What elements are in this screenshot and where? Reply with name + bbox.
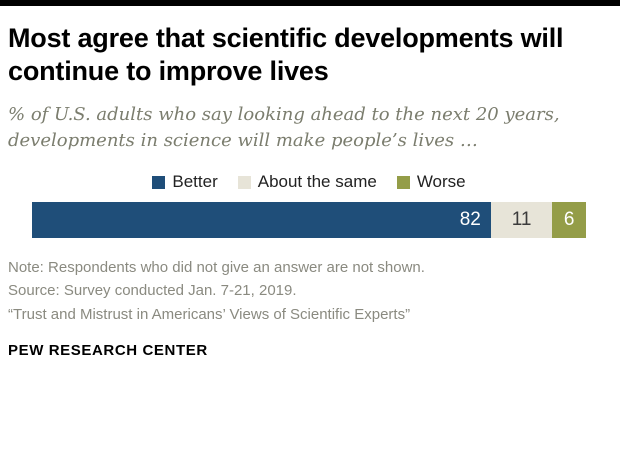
footnotes: Note: Respondents who did not give an an…: [8, 256, 612, 326]
pew-research-center-wordmark: PEW RESEARCH CENTER: [8, 341, 208, 359]
legend-item-worse: Worse: [396, 172, 466, 192]
legend: Better About the same Worse: [32, 172, 586, 192]
legend-item-about-the-same: About the same: [237, 172, 377, 192]
legend-label-about-the-same: About the same: [257, 172, 377, 192]
bar-value-better: 82: [459, 209, 481, 231]
report-title-line: “Trust and Mistrust in Americans’ Views …: [8, 305, 411, 323]
bar-segment-about-the-same: 11: [490, 202, 553, 239]
legend-label-better: Better: [172, 172, 218, 192]
legend-item-better: Better: [152, 172, 218, 192]
chart-title: Most agree that scientific developments …: [8, 23, 564, 86]
content: Most agree that scientific developments …: [0, 6, 620, 359]
source-line: Source: Survey conducted Jan. 7-21, 2019…: [8, 282, 297, 300]
bar-segment-worse: 6: [552, 202, 586, 239]
top-rule: [0, 0, 620, 6]
chart-subtitle: % of U.S. adults who say looking ahead t…: [8, 103, 560, 151]
legend-swatch-better: [152, 175, 166, 189]
legend-swatch-about-the-same: [237, 175, 251, 189]
bar-value-about-the-same: 11: [511, 209, 532, 231]
stacked-bar: 82 11 6: [32, 202, 586, 239]
legend-label-worse: Worse: [416, 172, 466, 192]
bar-value-worse: 6: [563, 209, 575, 231]
chart-area: Better About the same Worse 82 11: [32, 172, 586, 239]
bar-segment-better: 82: [32, 202, 491, 239]
legend-swatch-worse: [396, 175, 410, 189]
note-line: Note: Respondents who did not give an an…: [8, 259, 425, 277]
